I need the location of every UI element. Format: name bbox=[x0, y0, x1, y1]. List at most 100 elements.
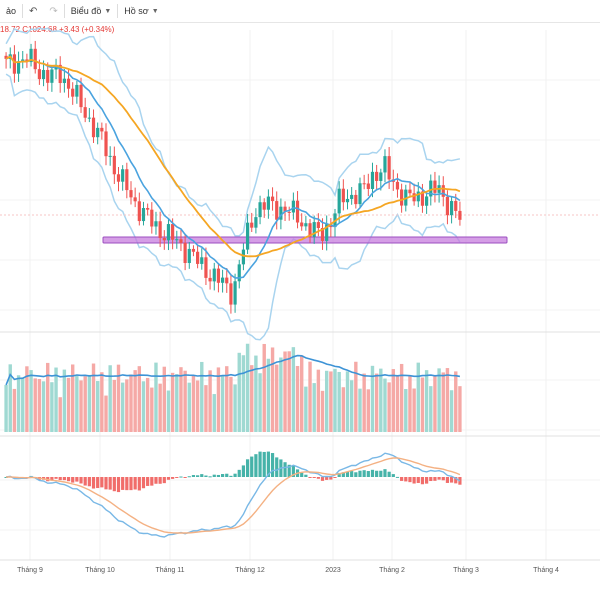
macd-histogram-bar bbox=[87, 477, 91, 487]
candle-body bbox=[250, 222, 254, 228]
chevron-down-icon: ▼ bbox=[104, 7, 112, 15]
volume-bar bbox=[304, 386, 308, 432]
macd-histogram-bar bbox=[200, 474, 204, 477]
macd-histogram-bar bbox=[112, 477, 116, 492]
volume-bar bbox=[433, 375, 437, 432]
candle-body bbox=[12, 54, 17, 74]
candle-body bbox=[416, 191, 420, 202]
volume-bar bbox=[21, 377, 25, 432]
volume-bar bbox=[258, 373, 262, 432]
macd-histogram-bar bbox=[191, 475, 196, 477]
macd-histogram-bar bbox=[212, 474, 216, 477]
volume-bar bbox=[33, 378, 37, 432]
candle-body bbox=[129, 190, 133, 198]
volume-bar bbox=[270, 347, 275, 432]
volume-bar bbox=[200, 361, 204, 432]
candle-body bbox=[433, 180, 437, 193]
macd-histogram-bar bbox=[291, 465, 295, 477]
candle-body bbox=[254, 217, 258, 228]
candle-body bbox=[291, 200, 295, 213]
candle-body bbox=[425, 196, 429, 206]
volume-bar bbox=[308, 361, 312, 432]
volume-bar bbox=[216, 367, 221, 432]
volume-bar bbox=[333, 368, 337, 432]
macd-histogram-bar bbox=[166, 477, 171, 480]
redo-icon[interactable]: ↷ bbox=[49, 5, 58, 17]
volume-bar bbox=[250, 365, 254, 432]
volume-bar bbox=[424, 370, 429, 432]
candle-body bbox=[350, 194, 354, 199]
candle-body bbox=[241, 249, 246, 265]
macd-histogram-bar bbox=[391, 474, 395, 477]
volume-bar bbox=[208, 370, 212, 432]
candle-body bbox=[196, 251, 200, 264]
bollinger-upper bbox=[5, 27, 461, 237]
grid-lines bbox=[0, 30, 600, 561]
volume-bar bbox=[87, 374, 92, 432]
volume-bar bbox=[141, 381, 146, 432]
candle-body bbox=[266, 196, 270, 210]
candle-body bbox=[258, 202, 262, 218]
macd-histogram-bar bbox=[4, 477, 8, 478]
candle-body bbox=[46, 69, 50, 83]
candle-body bbox=[87, 117, 91, 119]
candle-body bbox=[208, 277, 212, 282]
candle-body bbox=[58, 64, 62, 84]
x-axis-label: Tháng 10 bbox=[85, 567, 115, 574]
candle-body bbox=[41, 69, 46, 80]
volume-bar bbox=[46, 362, 50, 432]
candle-body bbox=[125, 169, 129, 191]
volume-bar bbox=[29, 370, 33, 432]
volume-bar bbox=[50, 382, 54, 432]
toolbar-divider bbox=[117, 4, 119, 18]
chart-menu-button[interactable]: Biểu đồ ▼ bbox=[70, 6, 112, 16]
volume-bar bbox=[116, 364, 121, 432]
volume-bar bbox=[37, 379, 42, 432]
volume-bar bbox=[300, 355, 304, 432]
candle-body bbox=[166, 224, 171, 241]
volume-bar bbox=[191, 375, 196, 432]
candle-body bbox=[121, 169, 125, 182]
volume-bar bbox=[366, 389, 371, 432]
macd-histogram-bar bbox=[441, 477, 445, 481]
toolbar-left-fragment[interactable]: ảo bbox=[6, 6, 17, 16]
volume-bar bbox=[349, 380, 354, 432]
macd-histogram-bar bbox=[350, 471, 354, 477]
macd-histogram-bar bbox=[179, 476, 183, 478]
candle-body bbox=[216, 268, 221, 283]
volume-bar bbox=[71, 364, 75, 432]
macd-histogram-bar bbox=[454, 477, 458, 484]
volume-bar bbox=[95, 381, 100, 432]
candle-body bbox=[275, 201, 279, 220]
candle-body bbox=[212, 268, 216, 282]
candle-body bbox=[162, 238, 166, 241]
macd-histogram-bar bbox=[116, 477, 121, 493]
volume-bar bbox=[287, 351, 291, 432]
undo-icon[interactable]: ↶ bbox=[29, 5, 38, 17]
volume-bar bbox=[454, 371, 458, 432]
macd-histogram-bar bbox=[108, 477, 112, 490]
volume-bar bbox=[66, 377, 71, 432]
x-axis-label: Tháng 9 bbox=[17, 567, 43, 574]
candle-body bbox=[325, 224, 329, 241]
volume-bar bbox=[262, 343, 266, 432]
x-axis-label: Tháng 12 bbox=[235, 567, 265, 574]
candle-body bbox=[308, 223, 312, 237]
candle-body bbox=[108, 155, 112, 157]
macd-histogram-bar bbox=[408, 477, 412, 483]
macd-histogram-bar bbox=[66, 477, 71, 482]
candle-body bbox=[420, 191, 425, 206]
macd-histogram-bar bbox=[287, 464, 291, 477]
macd-histogram-bar bbox=[420, 477, 425, 485]
volume-bar bbox=[150, 387, 154, 432]
profile-menu-button[interactable]: Hồ sơ ▼ bbox=[124, 6, 159, 16]
macd-histogram-bar bbox=[175, 477, 179, 478]
x-axis: Tháng 9 Tháng 10 Tháng 11 Tháng 12 2023 Tháng… bbox=[17, 567, 559, 574]
candle-body bbox=[358, 183, 362, 205]
volume-bar bbox=[458, 386, 462, 432]
volume-bar bbox=[204, 385, 208, 432]
macd-histogram-bar bbox=[71, 477, 75, 483]
macd-histogram-bar bbox=[325, 477, 329, 480]
candle-body bbox=[400, 189, 404, 206]
